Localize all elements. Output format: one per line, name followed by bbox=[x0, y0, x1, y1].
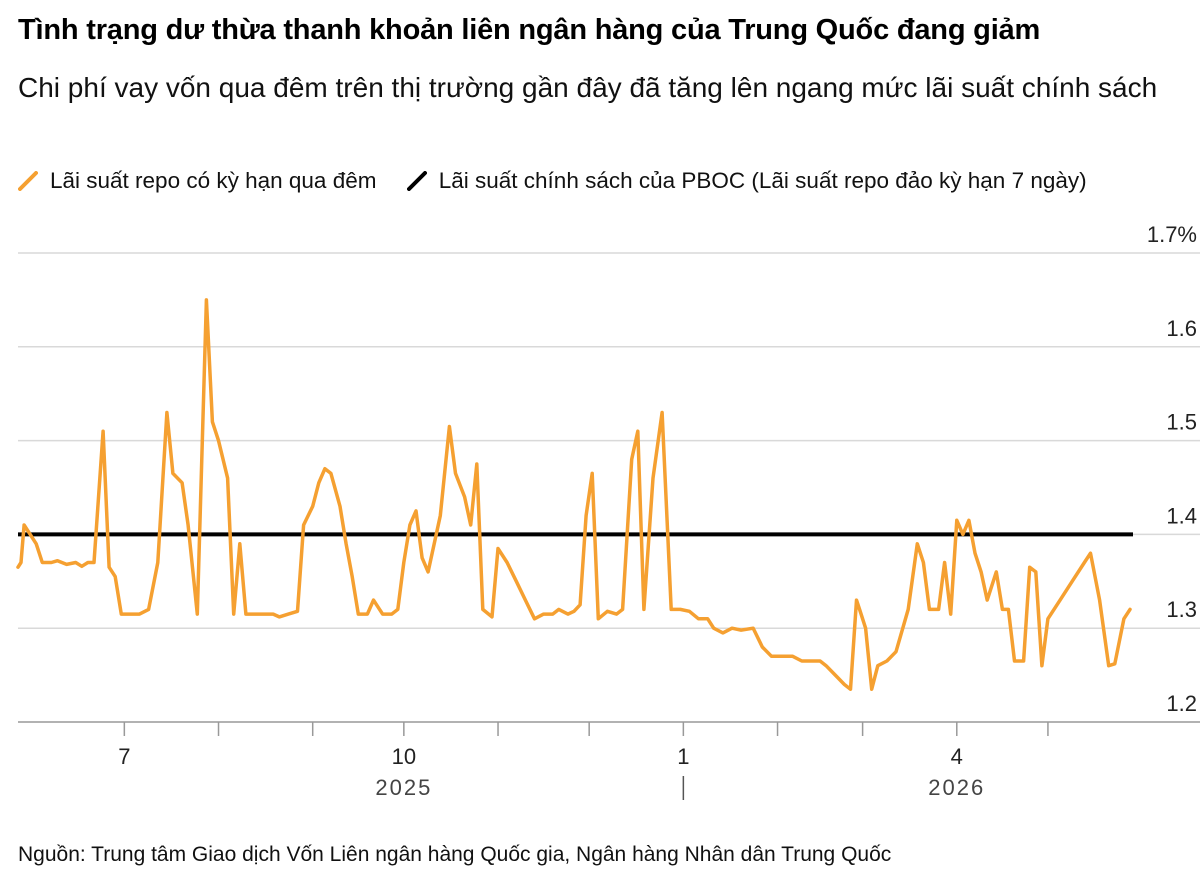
y-tick-label: 1.3 bbox=[1166, 597, 1197, 622]
x-axis: 7 10 1 4 2025 2026 bbox=[18, 721, 1200, 800]
legend-swatch-repo-icon bbox=[18, 171, 38, 191]
legend-swatch-policy-icon bbox=[406, 171, 427, 191]
y-tick-label: 1.6 bbox=[1166, 316, 1197, 341]
gridlines bbox=[18, 252, 1200, 629]
chart-title: Tình trạng dư thừa thanh khoản liên ngân… bbox=[18, 14, 1041, 46]
source-note: Nguồn: Trung tâm Giao dịch Vốn Liên ngân… bbox=[18, 843, 892, 866]
y-axis-tick-labels: 1.2 1.3 1.4 1.5 1.6 1.7% bbox=[1147, 222, 1197, 716]
chart-subtitle: Chi phí vay vốn qua đêm trên thị trường … bbox=[18, 72, 1158, 103]
legend-label-repo: Lãi suất repo có kỳ hạn qua đêm bbox=[50, 168, 377, 193]
series-lines bbox=[16, 298, 1133, 691]
x-tick-label: 7 bbox=[118, 744, 130, 769]
legend: Lãi suất repo có kỳ hạn qua đêm Lãi suất… bbox=[18, 168, 1111, 197]
y-tick-label: 1.5 bbox=[1166, 410, 1197, 435]
year-label: 2026 bbox=[928, 775, 985, 800]
year-label: 2025 bbox=[375, 775, 432, 800]
x-tick-label: 10 bbox=[392, 744, 416, 769]
y-tick-label: 1.4 bbox=[1166, 503, 1197, 528]
y-tick-label: 1.2 bbox=[1166, 691, 1197, 716]
legend-label-policy: Lãi suất chính sách của PBOC (Lãi suất r… bbox=[438, 168, 1087, 193]
x-tick-label: 1 bbox=[677, 744, 689, 769]
legend-item-policy: Lãi suất chính sách của PBOC (Lãi suất r… bbox=[406, 168, 1087, 194]
series-line-overnight-repo bbox=[16, 298, 1132, 691]
legend-item-repo: Lãi suất repo có kỳ hạn qua đêm bbox=[18, 168, 376, 194]
y-tick-label: 1.7% bbox=[1147, 222, 1197, 247]
x-tick-label: 4 bbox=[951, 744, 963, 769]
